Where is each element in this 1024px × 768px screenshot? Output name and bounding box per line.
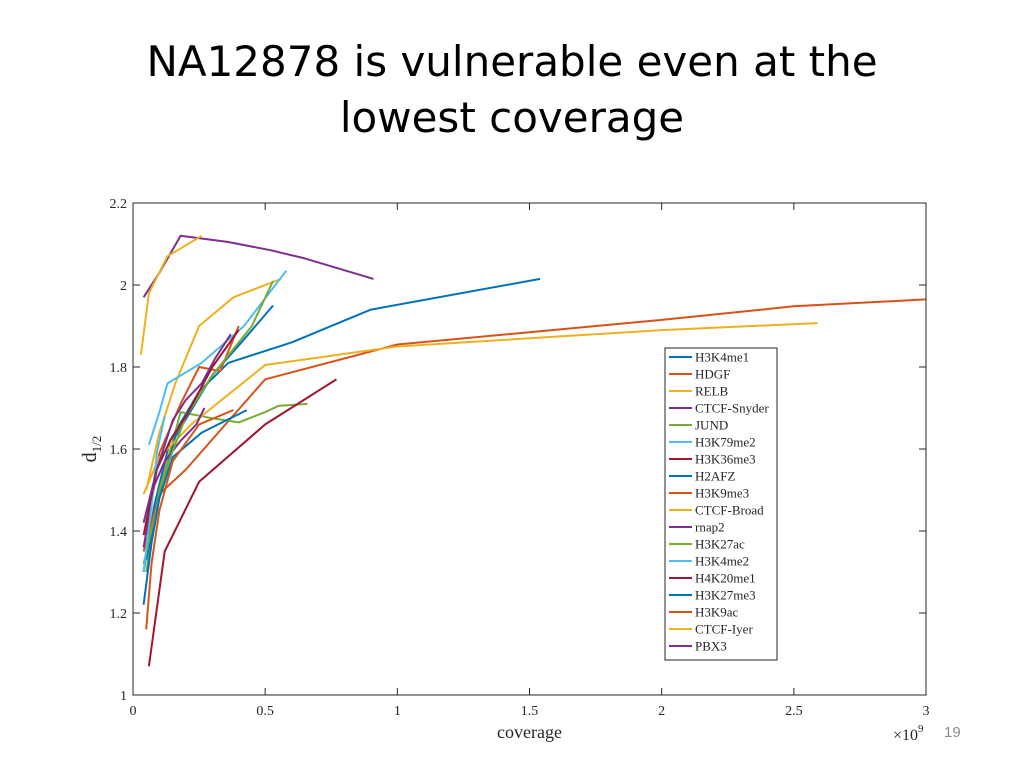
legend-label: H3K36me3 xyxy=(695,452,756,467)
series-line-6 xyxy=(147,378,338,667)
series-line-14 xyxy=(142,409,248,605)
legend-label: H3K9me3 xyxy=(695,486,749,501)
series-line-15 xyxy=(145,409,234,630)
legend-label: H2AFZ xyxy=(695,469,736,484)
x-tick-label: 0 xyxy=(130,704,137,719)
x-tick-label: 1.5 xyxy=(521,704,539,719)
legend-label: CTCF-Broad xyxy=(695,503,764,518)
x-tick-label: 2.5 xyxy=(785,704,803,719)
x-tick-label: 3 xyxy=(923,704,930,719)
legend-label: JUND xyxy=(695,418,728,433)
y-tick-label: 1 xyxy=(120,689,127,704)
x-axis-exponent-power: 9 xyxy=(918,723,924,735)
series-line-17 xyxy=(142,333,232,524)
legend-label: H3K27ac xyxy=(695,537,745,552)
slide-title-line-2: lowest coverage xyxy=(339,93,685,142)
legend-label: H4K20me1 xyxy=(695,571,756,586)
legend-box xyxy=(664,347,778,661)
slide-number: 19 xyxy=(944,724,961,741)
series-line-5 xyxy=(147,269,288,446)
plot-lines xyxy=(139,234,927,667)
legend-label: CTCF-Snyder xyxy=(695,401,769,416)
x-axis-exponent-base: ×10 xyxy=(893,727,918,744)
legend-label: H3K4me1 xyxy=(695,350,749,365)
x-axis-label: coverage xyxy=(497,722,562,742)
y-tick-label: 1.8 xyxy=(110,361,128,376)
x-tick-label: 0.5 xyxy=(256,704,274,719)
legend: H3K4me1 HDGF RELB CTCF-Snyder JUND H3K79me2 H3… xyxy=(664,347,778,661)
y-tick-label: 1.2 xyxy=(110,607,128,622)
legend-label: PBX3 xyxy=(695,639,727,654)
x-tick-label: 2 xyxy=(658,704,665,719)
y-axis-label-main: d xyxy=(79,452,101,462)
legend-label: H3K79me2 xyxy=(695,435,756,450)
legend-label: H3K27me3 xyxy=(695,588,756,603)
slide-title: NA12878 is vulnerable even at the lowest… xyxy=(0,34,1024,146)
series-line-0 xyxy=(142,277,541,573)
tick-marks xyxy=(132,202,927,696)
y-axis-label-subscript: 1/2 xyxy=(89,436,104,453)
slide-title-line-1: NA12878 is vulnerable even at the xyxy=(146,37,878,86)
series-line-7 xyxy=(145,304,274,560)
legend-label: H3K4me2 xyxy=(695,554,749,569)
plot-frame xyxy=(132,202,927,696)
legend-label: H3K9ac xyxy=(695,605,739,620)
series-line-2 xyxy=(145,277,282,491)
y-tick-label: 1.6 xyxy=(110,443,128,458)
y-axis-label: d1/2 xyxy=(79,436,104,463)
y-tick-label: 2.2 xyxy=(110,197,128,212)
series-line-16 xyxy=(139,234,203,355)
y-tick-label: 1.4 xyxy=(110,525,128,540)
legend-label: CTCF-Iyer xyxy=(695,622,753,637)
legend-label: rnap2 xyxy=(695,520,725,535)
legend-label: HDGF xyxy=(695,367,730,382)
x-tick-label: 1 xyxy=(394,704,401,719)
tick-labels: 0 0.5 1 1.5 2 2.5 3 1 1.2 1.4 1.6 1.8 2 2.2 xyxy=(110,197,930,719)
series-line-1 xyxy=(142,298,927,552)
x-axis-exponent: ×109 xyxy=(893,723,924,744)
legend-label: RELB xyxy=(695,384,729,399)
y-tick-label: 2 xyxy=(120,279,127,294)
